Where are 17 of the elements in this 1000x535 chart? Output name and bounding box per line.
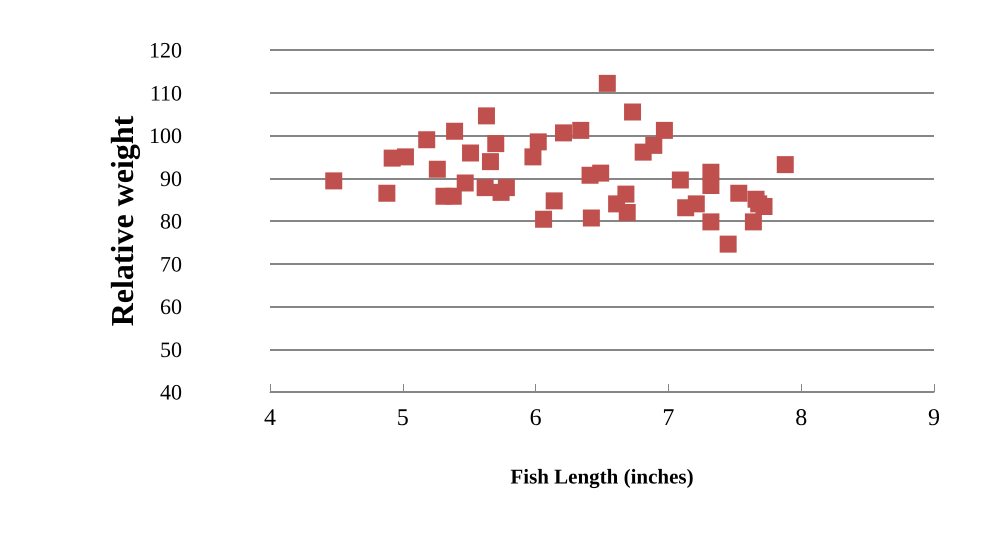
y-tick-label: 60 (160, 294, 182, 319)
x-axis-title: Fish Length (inches) (510, 464, 694, 488)
x-tick-label: 9 (928, 405, 940, 431)
y-tick-label: 120 (149, 38, 182, 62)
y-tick-label: 100 (149, 123, 182, 148)
y-tick-label: 40 (160, 380, 182, 404)
y-tick-label: 80 (160, 208, 182, 234)
x-tick-label: 7 (662, 405, 674, 431)
x-tick-label: 4 (264, 405, 276, 431)
y-tick-label: 70 (160, 251, 182, 276)
y-axis-title: Relative weight (104, 115, 142, 326)
y-tick-label: 50 (160, 336, 182, 362)
x-tick-label: 8 (795, 405, 808, 431)
x-tick-label: 6 (530, 405, 542, 431)
x-tick-label: 5 (396, 405, 409, 431)
y-tick-label: 90 (160, 166, 182, 191)
y-tick-label: 110 (150, 80, 182, 106)
